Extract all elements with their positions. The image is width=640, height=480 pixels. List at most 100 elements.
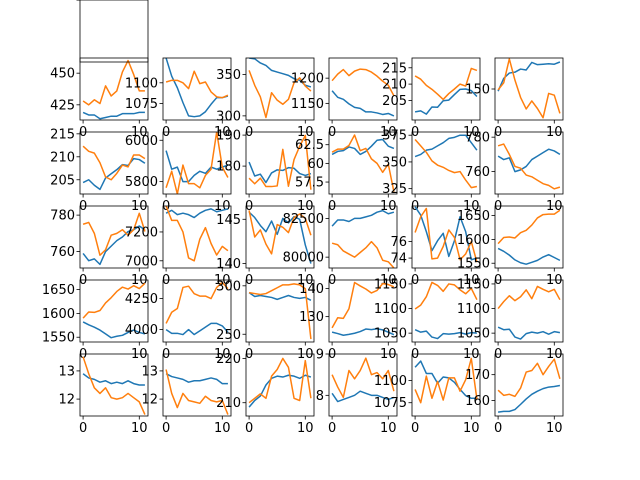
y-tick-label: 160 [465, 394, 490, 409]
x-tick-label: 10 [214, 273, 231, 288]
y-tick-label: 180 [216, 160, 241, 175]
y-tick-label: 120 [50, 0, 75, 4]
x-tick-label: 0 [245, 125, 253, 140]
x-tick-label: 10 [131, 347, 148, 362]
x-tick-label: 10 [214, 421, 231, 436]
series-line-2 [248, 70, 312, 119]
y-tick-label: 140 [50, 0, 75, 4]
series-line-2 [82, 282, 146, 319]
x-tick-label: 10 [380, 199, 397, 214]
axes-frame [162, 131, 232, 195]
x-tick-label: 0 [328, 347, 336, 362]
subplot-23: 1050 1100 1150 0 10 [374, 277, 481, 362]
series-line-2 [414, 67, 478, 101]
axes-frame [245, 279, 315, 343]
series-line-2 [165, 206, 229, 262]
x-tick-label: 10 [297, 347, 314, 362]
series-line-1 [414, 206, 478, 261]
series-line-1 [414, 329, 477, 340]
subplot-21: 250 300 0 10 [216, 279, 315, 362]
y-tick-label: 220 [216, 352, 241, 367]
y-tick-label: 425 [50, 98, 75, 113]
subplot-12: 760 780 0 10 [465, 131, 564, 214]
x-tick-label: 10 [463, 421, 480, 436]
x-tick-label: 0 [494, 199, 502, 214]
axes-frame [245, 57, 315, 121]
x-tick-label: 0 [245, 273, 253, 288]
x-tick-label: 10 [214, 125, 231, 140]
y-tick-label: 1600 [457, 233, 490, 248]
axes-frame [162, 57, 232, 121]
y-tick-label: 300 [216, 279, 241, 294]
y-tick-label: 5800 [125, 175, 158, 190]
x-tick-label: 0 [328, 199, 336, 214]
x-tick-label: 0 [328, 125, 336, 140]
y-tick-label: 1200 [291, 72, 324, 87]
series-line-2 [414, 281, 478, 310]
series-line-2 [331, 281, 395, 329]
x-tick-label: 0 [411, 347, 419, 362]
y-tick-label: 300 [216, 109, 241, 124]
y-tick-label: 1100 [125, 76, 158, 91]
subplot-3: 300 350 0 10 [216, 57, 315, 140]
y-tick-label: 76 [390, 235, 407, 250]
x-tick-label: 0 [79, 0, 87, 4]
series-line-1 [331, 328, 395, 336]
series-line-1 [165, 322, 229, 336]
series-line-1 [248, 291, 312, 302]
x-tick-label: 10 [297, 125, 314, 140]
y-tick-label: 1050 [374, 327, 407, 342]
y-tick-label: 8 [316, 389, 324, 404]
series-line-1 [331, 209, 395, 227]
x-tick-label: 0 [494, 421, 502, 436]
x-tick-label: 0 [162, 125, 170, 140]
y-tick-label: 60 [307, 157, 324, 172]
series-line-2 [165, 369, 229, 415]
y-tick-label: 215 [382, 61, 407, 76]
y-tick-label: 1150 [291, 97, 324, 112]
y-tick-label: 4000 [125, 323, 158, 338]
subplot-10: 57.5 60 62.5 0 10 [295, 131, 398, 214]
axes-frame [162, 353, 232, 417]
series-line-1 [165, 208, 229, 219]
series-line-2 [497, 358, 561, 398]
series-line-2 [82, 212, 146, 256]
axes-frame [411, 57, 481, 121]
axes-frame [79, 0, 149, 63]
y-tick-label: 1550 [42, 331, 75, 346]
x-tick-label: 0 [245, 347, 253, 362]
series-line-2 [331, 357, 395, 399]
y-tick-label: 1550 [457, 257, 490, 272]
y-tick-label: 350 [216, 68, 241, 83]
subplot-18: 1550 1600 1650 0 10 [457, 205, 564, 288]
y-tick-label: 215 [50, 127, 75, 142]
axes-frame [79, 205, 149, 269]
axes-frame [328, 279, 398, 343]
series-line-1 [248, 374, 312, 408]
y-tick-label: 450 [50, 67, 75, 82]
series-line-2 [248, 283, 312, 340]
x-tick-label: 10 [131, 0, 148, 4]
x-tick-label: 10 [131, 199, 148, 214]
y-tick-label: 62.5 [295, 138, 324, 153]
series-line-1 [331, 390, 395, 403]
series-line-2 [165, 70, 229, 99]
subplot-26: 12 13 0 10 [141, 353, 232, 436]
y-tick-label: 12 [58, 393, 75, 408]
axes-frame [494, 205, 564, 269]
x-tick-label: 0 [494, 125, 502, 140]
axes-frame [494, 279, 564, 343]
x-tick-label: 0 [328, 421, 336, 436]
subplot-16: 80000 82500 0 10 [283, 205, 398, 288]
subplot-14: 7000 7200 0 10 [125, 205, 232, 288]
x-tick-label: 10 [131, 125, 148, 140]
y-tick-label: 140 [299, 282, 324, 297]
y-tick-label: 1650 [42, 283, 75, 298]
series-line-1 [497, 61, 561, 92]
series-line-2 [331, 240, 395, 268]
x-tick-label: 10 [463, 347, 480, 362]
subplot-27: 210 220 0 10 [216, 352, 315, 436]
y-tick-label: 1075 [374, 396, 407, 411]
